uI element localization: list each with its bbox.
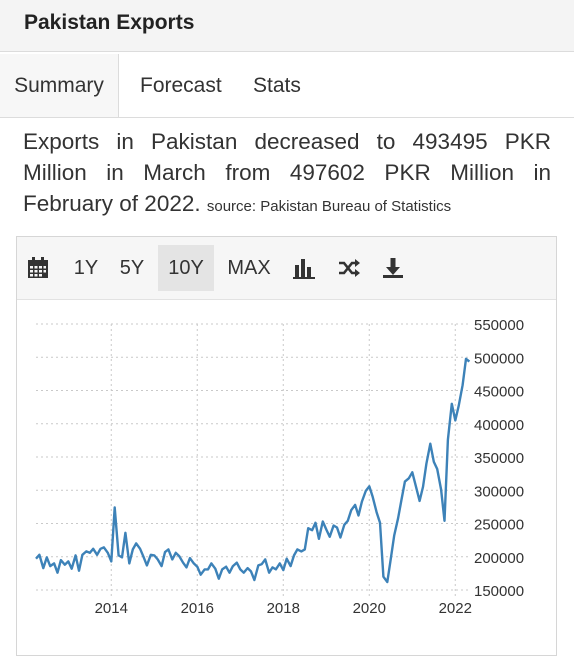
exports-line-chart: 550000 500000 450000 400000 350000 300000 2500… xyxy=(35,317,524,617)
x-tick-label: 2014 xyxy=(95,600,128,617)
y-tick-label: 500000 xyxy=(474,350,524,367)
y-tick-label: 400000 xyxy=(474,417,524,434)
chart-panel: 1Y 5Y 10Y MAX xyxy=(16,236,557,656)
y-tick-label: 450000 xyxy=(474,384,524,401)
tab-bar: Summary Forecast Stats xyxy=(0,54,574,118)
range-1y-button[interactable]: 1Y xyxy=(73,257,99,279)
calendar-icon[interactable] xyxy=(26,256,50,280)
x-tick-label: 2018 xyxy=(267,600,300,617)
y-tick-label: 350000 xyxy=(474,450,524,467)
tab-forecast[interactable]: Forecast xyxy=(140,74,222,97)
tab-stats[interactable]: Stats xyxy=(253,74,301,97)
page-header: Pakistan Exports xyxy=(0,0,574,52)
range-10y-button[interactable]: 10Y xyxy=(158,245,214,291)
x-tick-label: 2020 xyxy=(353,600,386,617)
exports-series-line xyxy=(35,357,471,584)
y-tick-label: 200000 xyxy=(474,550,524,567)
y-tick-label: 250000 xyxy=(474,517,524,534)
x-tick-label: 2022 xyxy=(439,600,472,617)
y-tick-label: 550000 xyxy=(474,317,524,334)
tab-summary[interactable]: Summary xyxy=(0,54,119,117)
y-tick-label: 300000 xyxy=(474,483,524,500)
shuffle-icon[interactable] xyxy=(337,256,361,280)
range-5y-button[interactable]: 5Y xyxy=(119,257,145,279)
range-max-button[interactable]: MAX xyxy=(227,257,271,279)
bar-chart-icon[interactable] xyxy=(292,256,316,280)
summary-text: Exports in Pakistan decreased to 493495 … xyxy=(23,129,551,216)
chart-toolbar: 1Y 5Y 10Y MAX xyxy=(17,237,556,300)
source-note: source: Pakistan Bureau of Statistics xyxy=(206,198,452,215)
y-tick-label: 150000 xyxy=(474,583,524,600)
summary-paragraph: Exports in Pakistan decreased to 493495 … xyxy=(23,126,551,222)
page-title: Pakistan Exports xyxy=(24,11,195,34)
download-icon[interactable] xyxy=(381,256,405,280)
x-tick-label: 2016 xyxy=(181,600,214,617)
